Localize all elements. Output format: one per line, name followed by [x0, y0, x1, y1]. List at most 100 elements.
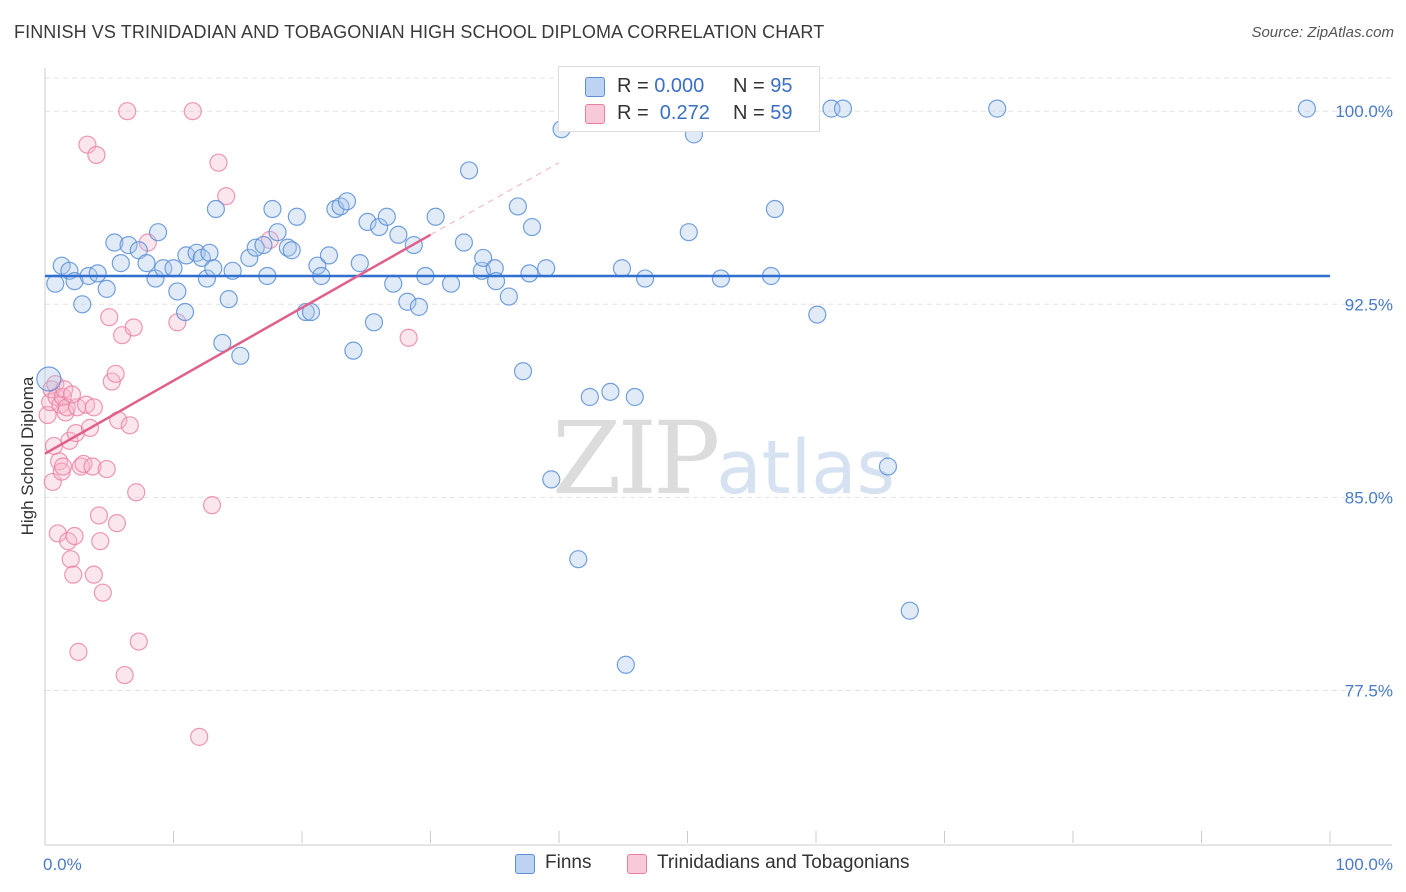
trini-trend-line: [44, 233, 432, 455]
finn-point-54: [384, 274, 403, 293]
finn-point-78: [612, 259, 632, 278]
finn-point-92: [1297, 99, 1316, 118]
finn-point-27: [213, 333, 232, 353]
finn-point-55: [389, 225, 408, 244]
trini-point-44: [129, 632, 148, 651]
finn-point-26: [206, 199, 226, 219]
finn-point-16: [148, 223, 168, 242]
finn-point-71: [520, 264, 539, 283]
trini-point-25: [78, 135, 97, 154]
finn-point-10: [111, 254, 130, 273]
finn-point-82: [679, 223, 698, 242]
finn-point-88: [833, 99, 853, 118]
y-axis-label: High School Diploma: [18, 376, 37, 535]
trini-point-53: [399, 328, 418, 347]
axis-layer: [44, 68, 1392, 846]
finn-point-65: [474, 248, 493, 268]
stats-legend: R = 0.000 N = 95 R = 0.272 N = 59: [558, 66, 820, 132]
finn-point-50: [358, 212, 377, 232]
finn-point-42: [308, 256, 327, 275]
grid-layer: [45, 77, 1392, 692]
finn-point-48: [344, 341, 363, 360]
finn-point-23: [200, 243, 219, 262]
trini-point-27: [83, 457, 102, 476]
trini-point-36: [106, 364, 125, 383]
finn-point-8: [97, 279, 116, 298]
legend-swatch-finns: [585, 77, 605, 97]
finn-point-44: [319, 246, 339, 265]
legend-n-value-finns: 95: [770, 75, 793, 97]
source-credit: Source: ZipAtlas.com: [1251, 24, 1394, 41]
finn-point-69: [508, 197, 527, 216]
legend-r-finns: R = 0.000: [617, 75, 704, 98]
finn-point-0: [36, 366, 62, 392]
finn-point-24: [197, 269, 217, 288]
finn-point-80: [625, 387, 644, 407]
x-tick-label-1: 100.0%: [1335, 855, 1393, 874]
legend-n-finns: N = 95: [733, 75, 793, 98]
x-tick-label-0: 0.0%: [43, 855, 82, 874]
finn-point-77: [601, 382, 620, 401]
y-tick-label-1: 92.5%: [1345, 295, 1393, 314]
finn-point-91: [988, 99, 1007, 118]
trini-point-41: [120, 416, 139, 435]
legend-n-value-trini: 59: [770, 102, 793, 124]
finn-point-7: [88, 264, 107, 283]
finn-point-89: [878, 457, 898, 476]
watermark-atlas: atlas: [716, 425, 896, 511]
finn-point-21: [187, 243, 206, 262]
trini-point-42: [124, 318, 143, 337]
y-tick-label-3: 77.5%: [1345, 682, 1393, 701]
trini-point-50: [209, 153, 228, 172]
finn-point-25: [204, 259, 223, 278]
finn-point-68: [499, 287, 518, 306]
trini-point-18: [65, 526, 84, 546]
finn-point-53: [377, 207, 396, 226]
legend-swatch-trini: [585, 104, 605, 124]
finn-point-36: [268, 223, 287, 242]
finn-points: [36, 99, 1316, 674]
trini-points: [38, 102, 418, 746]
series-label-trini: Trinidadians and Tobagonians: [657, 852, 910, 873]
chart-title: FINNISH VS TRINIDADIAN AND TOBAGONIAN HI…: [14, 22, 825, 42]
trini-trend-extension: [430, 162, 560, 236]
finn-point-86: [808, 305, 827, 324]
finn-point-47: [337, 192, 357, 211]
trini-point-54: [62, 385, 82, 404]
finn-point-38: [282, 241, 301, 260]
finn-point-76: [580, 387, 599, 407]
trini-point-17: [64, 565, 83, 584]
trini-point-56: [84, 398, 103, 417]
finn-point-49: [350, 254, 369, 273]
legend-n-label-trini: N =: [733, 102, 771, 124]
finn-point-33: [254, 235, 273, 255]
trini-point-32: [93, 583, 112, 602]
finn-point-83: [711, 269, 731, 288]
trini-point-58: [107, 514, 127, 533]
trend-layer: [44, 162, 1330, 455]
finn-point-85: [765, 199, 784, 219]
legend-n-label-finns: N =: [733, 75, 771, 97]
trini-point-34: [100, 308, 119, 327]
finn-point-70: [513, 362, 533, 381]
finn-point-5: [73, 295, 92, 314]
finn-point-90: [900, 601, 919, 620]
finn-point-72: [522, 217, 542, 237]
finn-point-51: [364, 313, 384, 332]
finn-point-1: [46, 274, 65, 293]
finn-point-81: [635, 269, 655, 288]
finn-point-73: [537, 259, 556, 278]
series-legend: Finns Trinidadians and Tobagonians: [0, 852, 1406, 878]
legend-n-trini: N = 59: [733, 102, 793, 125]
trini-point-33: [97, 459, 116, 479]
trini-point-51: [217, 187, 236, 206]
label-layer: 100.0% 92.5% 85.0% 77.5% 0.0% 100.0% High Scho…: [18, 102, 1393, 874]
finn-point-35: [263, 199, 282, 219]
finn-point-28: [219, 290, 238, 309]
trini-point-49: [202, 496, 222, 515]
series-swatch-trini: [627, 854, 647, 874]
finn-point-11: [119, 235, 138, 255]
finn-point-56: [398, 292, 417, 311]
series-label-finns: Finns: [545, 852, 592, 873]
